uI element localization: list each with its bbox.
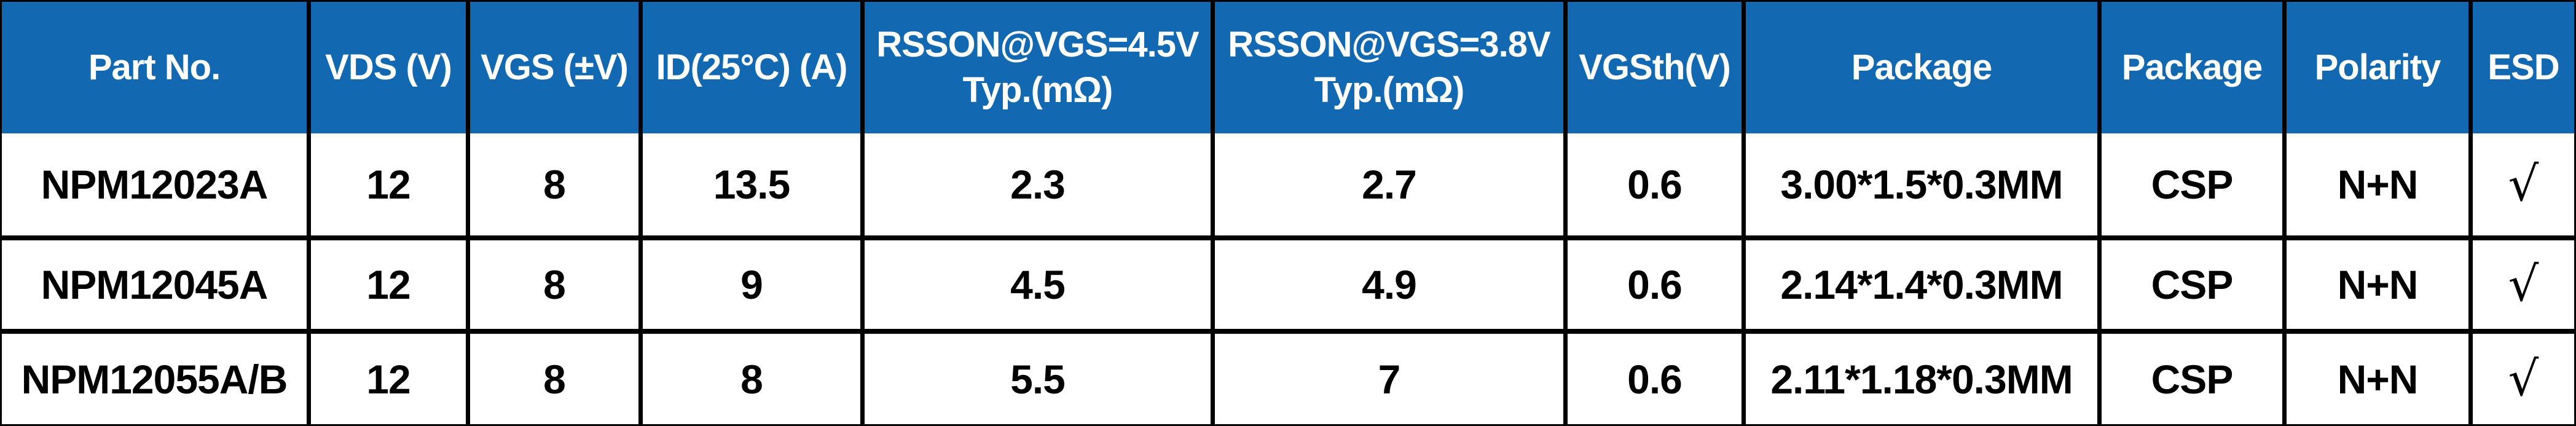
column-header-part-no: Part No. bbox=[2, 2, 311, 133]
column-header-vds-v: VDS (V) bbox=[311, 2, 470, 133]
column-header-package-size: Package bbox=[1746, 2, 2102, 133]
column-header-polarity: Polarity bbox=[2287, 2, 2473, 133]
column-header-vgsth-v: VGSth(V) bbox=[1568, 2, 1746, 133]
cell-id-25c-a: 9 bbox=[643, 240, 865, 329]
cell-vgsth-v: 0.6 bbox=[1568, 334, 1746, 424]
cell-rsson-vgs-3v8-typ-mohm: 4.9 bbox=[1215, 240, 1568, 329]
table-row: NPM12023A 12 8 13.5 2.3 2.7 0.6 3.00*1.5*0.3MM C… bbox=[2, 133, 2574, 235]
esd-check-mark: √ bbox=[2508, 351, 2539, 407]
cell-polarity: N+N bbox=[2287, 240, 2473, 329]
cell-rsson-vgs-4v5-typ-mohm: 5.5 bbox=[865, 334, 1215, 424]
cell-package-size: 3.00*1.5*0.3MM bbox=[1746, 133, 2102, 235]
column-header-rsson-vgs-3v8-typ-mohm: RSSON@VGS=3.8V Typ.(mΩ) bbox=[1215, 2, 1568, 133]
cell-rsson-vgs-4v5-typ-mohm: 2.3 bbox=[865, 133, 1215, 235]
cell-id-25c-a: 8 bbox=[643, 334, 865, 424]
cell-polarity: N+N bbox=[2287, 133, 2473, 235]
cell-polarity: N+N bbox=[2287, 334, 2473, 424]
table-row: NPM12055A/B 12 8 8 5.5 7 0.6 2.11*1.18*0.3MM CSP… bbox=[2, 329, 2574, 424]
table-header-row: Part No. VDS (V) VGS (±V) ID(25°C) (A) RSSON… bbox=[2, 2, 2574, 133]
cell-part-no: NPM12055A/B bbox=[2, 334, 311, 424]
cell-vgs-pm-v: 8 bbox=[470, 334, 643, 424]
cell-vds-v: 12 bbox=[311, 240, 470, 329]
cell-vgsth-v: 0.6 bbox=[1568, 133, 1746, 235]
cell-package-type: CSP bbox=[2102, 334, 2287, 424]
cell-rsson-vgs-3v8-typ-mohm: 7 bbox=[1215, 334, 1568, 424]
cell-package-type: CSP bbox=[2102, 240, 2287, 329]
cell-vgsth-v: 0.6 bbox=[1568, 240, 1746, 329]
cell-part-no: NPM12023A bbox=[2, 133, 311, 235]
column-header-id-25c-a: ID(25°C) (A) bbox=[643, 2, 865, 133]
cell-id-25c-a: 13.5 bbox=[643, 133, 865, 235]
cell-package-size: 2.14*1.4*0.3MM bbox=[1746, 240, 2102, 329]
column-header-package-type: Package bbox=[2102, 2, 2287, 133]
column-header-vgs-pm-v: VGS (±V) bbox=[470, 2, 643, 133]
cell-rsson-vgs-4v5-typ-mohm: 4.5 bbox=[865, 240, 1215, 329]
cell-vds-v: 12 bbox=[311, 133, 470, 235]
cell-rsson-vgs-3v8-typ-mohm: 2.7 bbox=[1215, 133, 1568, 235]
esd-check-mark: √ bbox=[2508, 257, 2539, 312]
esd-check-mark: √ bbox=[2508, 157, 2539, 212]
cell-vgs-pm-v: 8 bbox=[470, 240, 643, 329]
cell-vds-v: 12 bbox=[311, 334, 470, 424]
column-header-rsson-vgs-4v5-typ-mohm: RSSON@VGS=4.5V Typ.(mΩ) bbox=[865, 2, 1215, 133]
cell-package-type: CSP bbox=[2102, 133, 2287, 235]
cell-package-size: 2.11*1.18*0.3MM bbox=[1746, 334, 2102, 424]
cell-vgs-pm-v: 8 bbox=[470, 133, 643, 235]
column-header-esd: ESD bbox=[2473, 2, 2574, 133]
cell-part-no: NPM12045A bbox=[2, 240, 311, 329]
table-row: NPM12045A 12 8 9 4.5 4.9 0.6 2.14*1.4*0.3MM CSP N… bbox=[2, 235, 2574, 329]
